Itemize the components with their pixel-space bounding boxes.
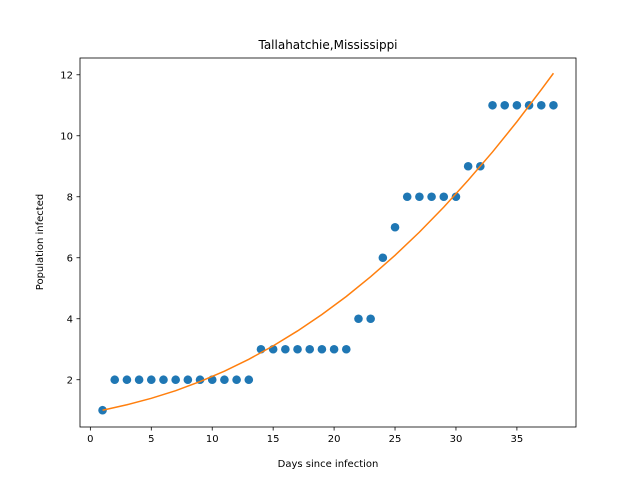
data-point	[536, 100, 546, 110]
data-point	[159, 375, 168, 385]
data-point	[439, 192, 449, 202]
fit-line	[102, 72, 555, 411]
y-tick-label: 12	[60, 70, 73, 81]
x-tick-label: 35	[511, 434, 524, 445]
data-point	[329, 344, 339, 354]
data-point	[281, 344, 290, 354]
x-tick-label: 25	[389, 434, 402, 445]
plot-frame	[79, 57, 577, 428]
data-point	[171, 375, 180, 385]
data-point	[512, 100, 522, 110]
data-point	[317, 344, 327, 354]
y-tick-label: 10	[60, 131, 73, 142]
data-point	[146, 375, 156, 385]
data-point	[415, 192, 424, 202]
x-tick-label: 30	[450, 434, 463, 445]
chart-title: Tallahatchie,Mississippi	[257, 38, 397, 52]
data-point	[390, 222, 400, 232]
y-axis: 2 4 6 8 10 12	[60, 70, 80, 386]
data-point	[98, 405, 107, 415]
data-point	[354, 314, 363, 324]
data-point	[183, 375, 193, 385]
y-tick-label: 2	[67, 375, 73, 386]
data-point	[220, 375, 229, 385]
data-point	[232, 375, 241, 385]
plot-area	[79, 57, 577, 428]
data-point	[293, 344, 302, 354]
data-point	[341, 344, 351, 354]
data-point	[427, 192, 436, 202]
y-axis-label: Population infected	[35, 194, 46, 290]
data-point	[488, 100, 497, 110]
x-tick-label: 0	[87, 434, 93, 445]
data-point	[549, 100, 558, 110]
x-tick-label: 10	[206, 434, 219, 445]
data-point	[451, 192, 461, 202]
data-point	[305, 344, 315, 354]
x-tick-label: 20	[328, 434, 341, 445]
y-tick-label: 6	[67, 253, 73, 264]
data-point	[244, 375, 254, 385]
y-tick-label: 4	[67, 314, 73, 325]
data-point	[366, 314, 375, 324]
y-tick-label: 8	[67, 192, 73, 203]
x-axis: 0 5 10 15 20 25 30 35	[87, 427, 523, 445]
data-point	[402, 192, 412, 202]
x-axis-label: Days since infection	[278, 459, 379, 470]
data-point	[110, 375, 120, 385]
data-point	[463, 161, 473, 171]
x-tick-label: 15	[267, 434, 280, 445]
x-tick-label: 5	[148, 434, 154, 445]
data-point	[500, 100, 510, 110]
data-point	[378, 253, 388, 263]
data-point	[134, 375, 144, 385]
data-point	[122, 375, 132, 385]
